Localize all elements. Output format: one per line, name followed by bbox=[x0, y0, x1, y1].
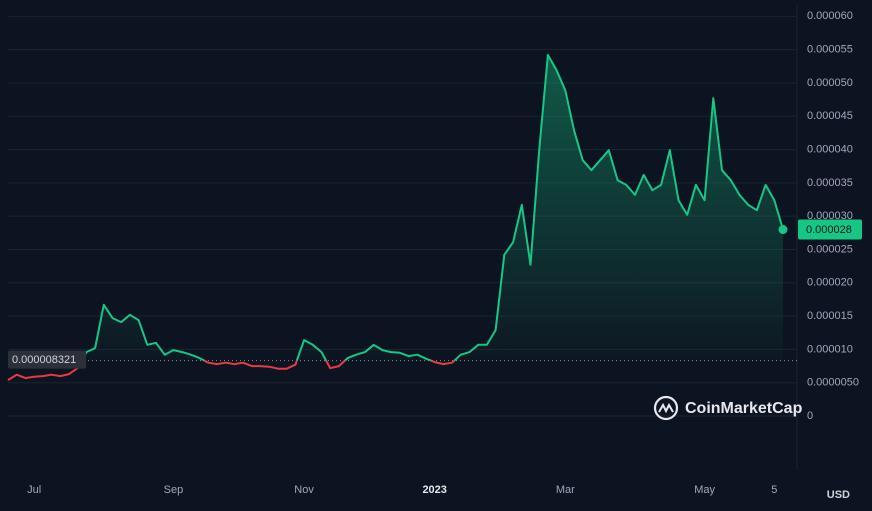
y-tick-label: 0.000015 bbox=[807, 310, 853, 322]
last-point bbox=[778, 225, 788, 235]
x-tick-label: Mar bbox=[556, 484, 575, 496]
logo-mark bbox=[658, 402, 674, 414]
x-tick-label: Nov bbox=[294, 484, 314, 496]
y-tick-label: 0.000030 bbox=[807, 210, 853, 222]
x-tick-label: Jul bbox=[27, 484, 41, 496]
y-tick-label: 0.000035 bbox=[807, 177, 853, 189]
price-area bbox=[8, 55, 783, 381]
watermark: CoinMarketCap bbox=[653, 395, 803, 421]
x-tick-label: Sep bbox=[164, 484, 184, 496]
y-tick-label: 0.0000050 bbox=[807, 377, 859, 389]
y-tick-label: 0.000055 bbox=[807, 44, 853, 56]
y-tick-label: 0.000025 bbox=[807, 243, 853, 255]
y-tick-label: 0.000010 bbox=[807, 343, 853, 355]
logo bbox=[653, 395, 679, 421]
price-tag-label: 0.000028 bbox=[806, 224, 852, 236]
y-tick-label: 0.000040 bbox=[807, 143, 853, 155]
price-tag bbox=[798, 219, 862, 240]
price-line bbox=[7, 54, 784, 381]
y-tick-label: 0.000020 bbox=[807, 277, 853, 289]
plot bbox=[7, 54, 797, 381]
y-tick-label: 0 bbox=[807, 410, 813, 422]
y-tick-label: 0.000050 bbox=[807, 77, 853, 89]
currency-label: USD bbox=[827, 489, 850, 501]
y-tick-label: 0.000045 bbox=[807, 110, 853, 122]
grid bbox=[8, 5, 798, 470]
reference-tag-label: 0.000008321 bbox=[12, 354, 76, 366]
watermark-text: CoinMarketCap bbox=[685, 400, 803, 417]
x-tick-label: 5 bbox=[771, 484, 777, 496]
x-tick-label: May bbox=[694, 484, 715, 496]
x-tick-label: 2023 bbox=[422, 484, 446, 496]
y-tick-label: 0.000060 bbox=[807, 10, 853, 22]
reference-tag bbox=[8, 350, 86, 369]
